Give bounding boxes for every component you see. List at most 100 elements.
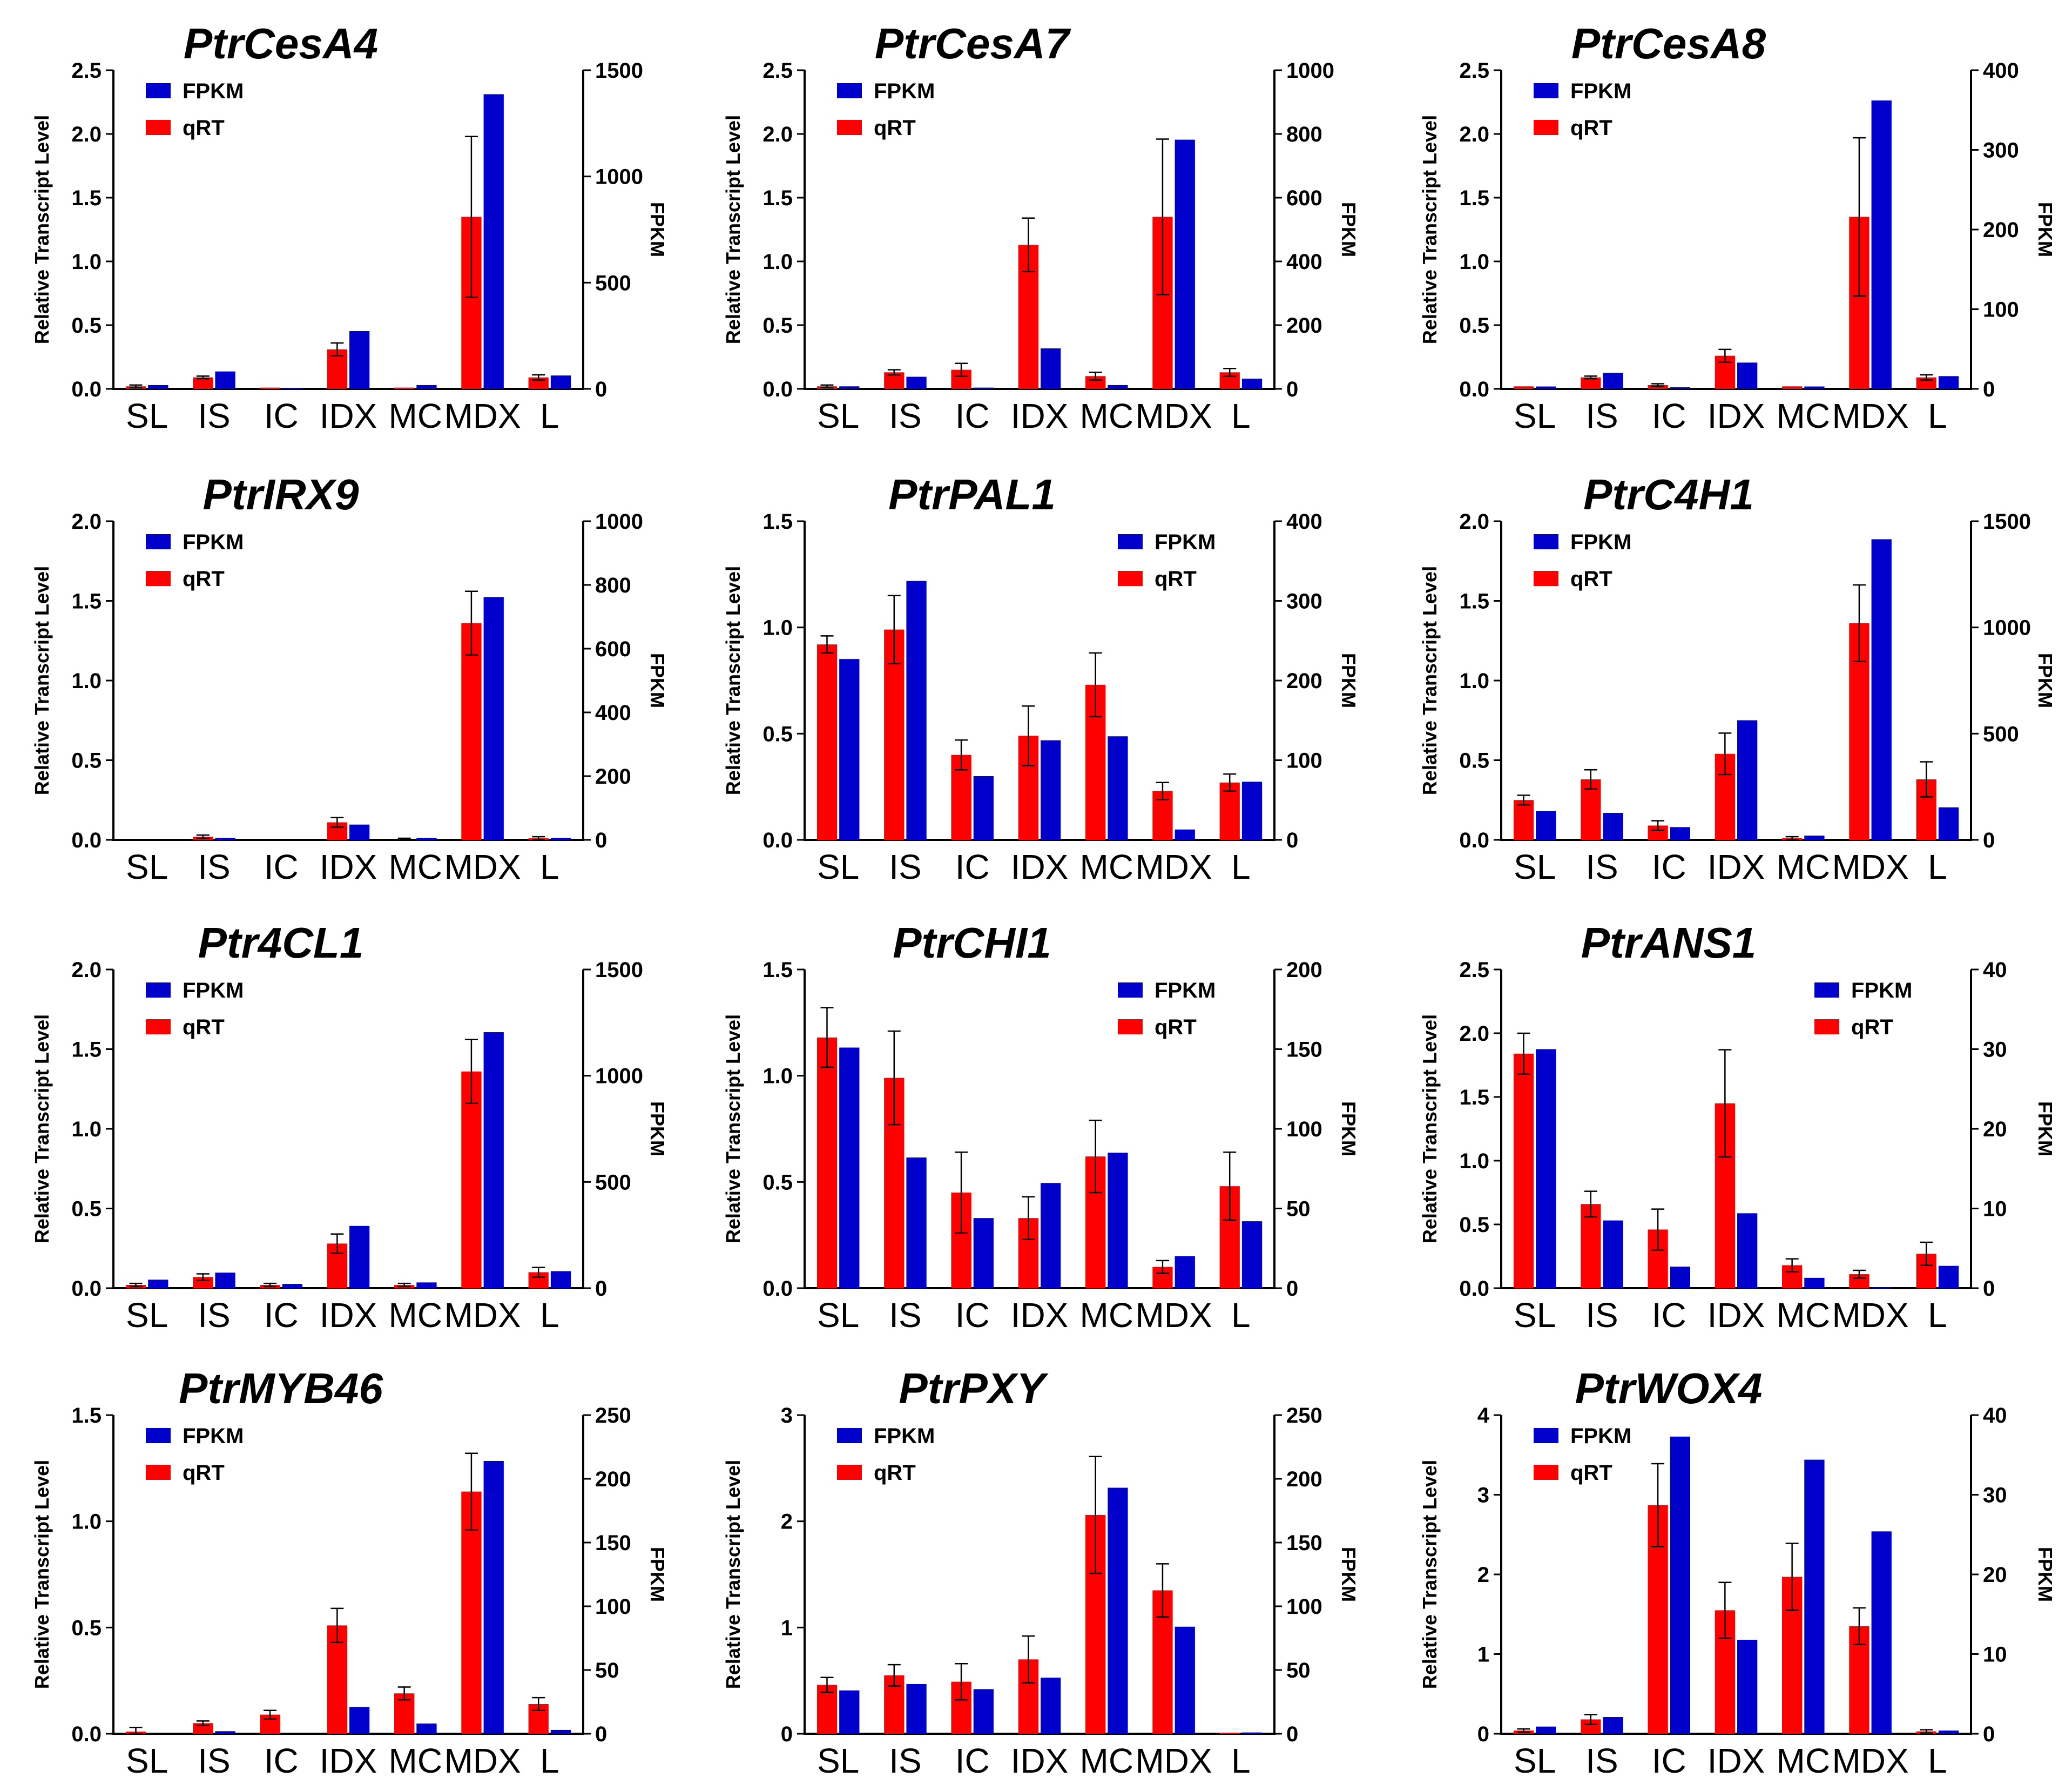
bar-fpkm-sl [1536, 1049, 1556, 1288]
category-label: IC [1652, 1296, 1686, 1335]
right-tick-label: 150 [595, 1531, 631, 1555]
bar-fpkm-mdx [483, 1032, 504, 1288]
chart-title: PtrANS1 [1581, 919, 1757, 967]
y-axis-label: Relative Transcript Level [1419, 1014, 1441, 1243]
left-tick-label: 0.5 [762, 314, 793, 338]
y-axis-label: Relative Transcript Level [31, 1460, 53, 1689]
category-label: IDX [320, 847, 377, 886]
right-tick-label: 400 [1286, 510, 1322, 534]
right-tick-label: 40 [1983, 1404, 2007, 1428]
category-label: MDX [1832, 1741, 1908, 1780]
right-tick-label: 1000 [1286, 59, 1334, 83]
left-tick-label: 1.5 [1459, 186, 1489, 210]
y-axis-label: Relative Transcript Level [31, 1014, 53, 1243]
y-axis-label: Relative Transcript Level [1419, 115, 1441, 344]
left-tick-label: 1.5 [1459, 1086, 1489, 1109]
category-label: SL [1514, 847, 1556, 886]
chart-panel-ptrirx9: PtrIRX9 0.0 0.5 1.0 1.5 2.0 0 200 400 600 800 1000 R… [31, 470, 669, 886]
right-tick-label: 0 [1286, 378, 1298, 401]
bar-fpkm-mdx [483, 597, 504, 840]
chart-panel-ptrmyb46: PtrMYB46 0.0 0.5 1.0 1.5 0 50 100 150 200 250 Relat… [31, 1364, 669, 1780]
bar-fpkm-is [215, 1272, 235, 1288]
legend-label-fpkm: FPKM [1570, 79, 1631, 103]
category-label: SL [126, 847, 168, 886]
category-label: SL [126, 1296, 168, 1335]
bar-fpkm-l [1938, 1731, 1959, 1734]
legend-swatch-qrt [1118, 571, 1143, 586]
left-tick-label: 1.0 [762, 1065, 793, 1088]
right-tick-label: 1500 [595, 59, 643, 83]
chart-title: PtrCesA4 [184, 19, 378, 68]
legend-swatch-qrt [837, 1465, 862, 1480]
bar-fpkm-mc [1804, 836, 1825, 840]
legend-swatch-fpkm [1118, 982, 1143, 998]
right-tick-label: 20 [1983, 1117, 2007, 1141]
right-tick-label: 300 [1983, 139, 2019, 163]
bar-qrt-is [884, 629, 905, 840]
bar-fpkm-is [906, 376, 927, 389]
bar-fpkm-sl [1536, 811, 1556, 840]
bar-qrt-ic [260, 387, 280, 389]
legend-swatch-qrt [837, 120, 862, 135]
category-label: L [1928, 1296, 1947, 1335]
legend-swatch-qrt [1534, 571, 1558, 586]
category-label: IS [889, 847, 921, 886]
chart-title: PtrC4H1 [1583, 470, 1754, 519]
legend-label-qrt: qRT [1570, 567, 1612, 591]
chart-title: PtrCHI1 [893, 919, 1051, 967]
bar-qrt-is [1581, 1204, 1601, 1288]
bar-fpkm-sl [1536, 386, 1556, 389]
right-tick-label: 1000 [595, 1065, 643, 1088]
left-tick-label: 1.5 [762, 186, 793, 210]
category-label: IDX [1707, 1741, 1765, 1780]
bar-fpkm-idx [349, 824, 370, 840]
legend-label-qrt: qRT [1851, 1015, 1893, 1039]
left-tick-label: 0.5 [71, 1197, 102, 1221]
bar-fpkm-l [550, 1271, 571, 1288]
bar-qrt-mdx [461, 1491, 482, 1734]
category-label: IDX [1707, 396, 1765, 435]
bar-fpkm-mc [1804, 1277, 1825, 1288]
left-tick-label: 2 [781, 1510, 793, 1534]
y2-axis-label: FPKM [2034, 1101, 2056, 1156]
bar-qrt-l [1219, 1733, 1240, 1734]
y2-axis-label: FPKM [646, 653, 669, 708]
right-tick-label: 400 [1286, 250, 1322, 274]
y2-axis-label: FPKM [646, 202, 669, 257]
y-axis-label: Relative Transcript Level [1419, 566, 1441, 795]
bar-qrt-mdx [461, 1071, 482, 1288]
bar-fpkm-sl [148, 385, 168, 389]
right-tick-label: 1000 [1983, 616, 2031, 640]
bar-fpkm-is [1603, 1717, 1623, 1734]
bar-qrt-is [193, 377, 213, 389]
category-label: MC [1080, 1296, 1134, 1335]
bar-fpkm-idx [1041, 348, 1061, 389]
right-tick-label: 200 [1286, 669, 1322, 693]
legend-label-fpkm: FPKM [1155, 979, 1216, 1002]
category-label: IC [955, 847, 990, 886]
bar-fpkm-mc [416, 1723, 437, 1734]
legend-swatch-fpkm [837, 83, 862, 98]
legend-label-qrt: qRT [1570, 1461, 1612, 1485]
right-tick-label: 500 [595, 1170, 631, 1194]
right-tick-label: 800 [1286, 123, 1322, 146]
chart-title: PtrPAL1 [888, 470, 1056, 519]
right-tick-label: 500 [1983, 722, 2019, 746]
legend-swatch-qrt [146, 1019, 171, 1034]
chart-panel-ptrc4h1: PtrC4H1 0.0 0.5 1.0 1.5 2.0 0 500 1000 1500 Relati… [1419, 470, 2056, 886]
left-tick-label: 1.0 [71, 669, 102, 693]
bar-fpkm-is [215, 1731, 235, 1734]
category-label: IDX [1707, 847, 1765, 886]
category-label: MDX [444, 1296, 521, 1335]
right-tick-label: 100 [1286, 749, 1322, 773]
right-tick-label: 200 [595, 1467, 631, 1491]
category-label: MC [1080, 1741, 1134, 1780]
y-axis-label: Relative Transcript Level [31, 566, 53, 795]
right-tick-label: 30 [1983, 1038, 2007, 1062]
legend-label-fpkm: FPKM [1570, 1424, 1631, 1448]
left-tick-label: 2.0 [1459, 1022, 1489, 1046]
left-tick-label: 1.0 [71, 250, 102, 274]
right-tick-label: 250 [595, 1404, 631, 1428]
y-axis-label: Relative Transcript Level [722, 566, 744, 795]
bar-fpkm-sl [839, 1047, 860, 1288]
